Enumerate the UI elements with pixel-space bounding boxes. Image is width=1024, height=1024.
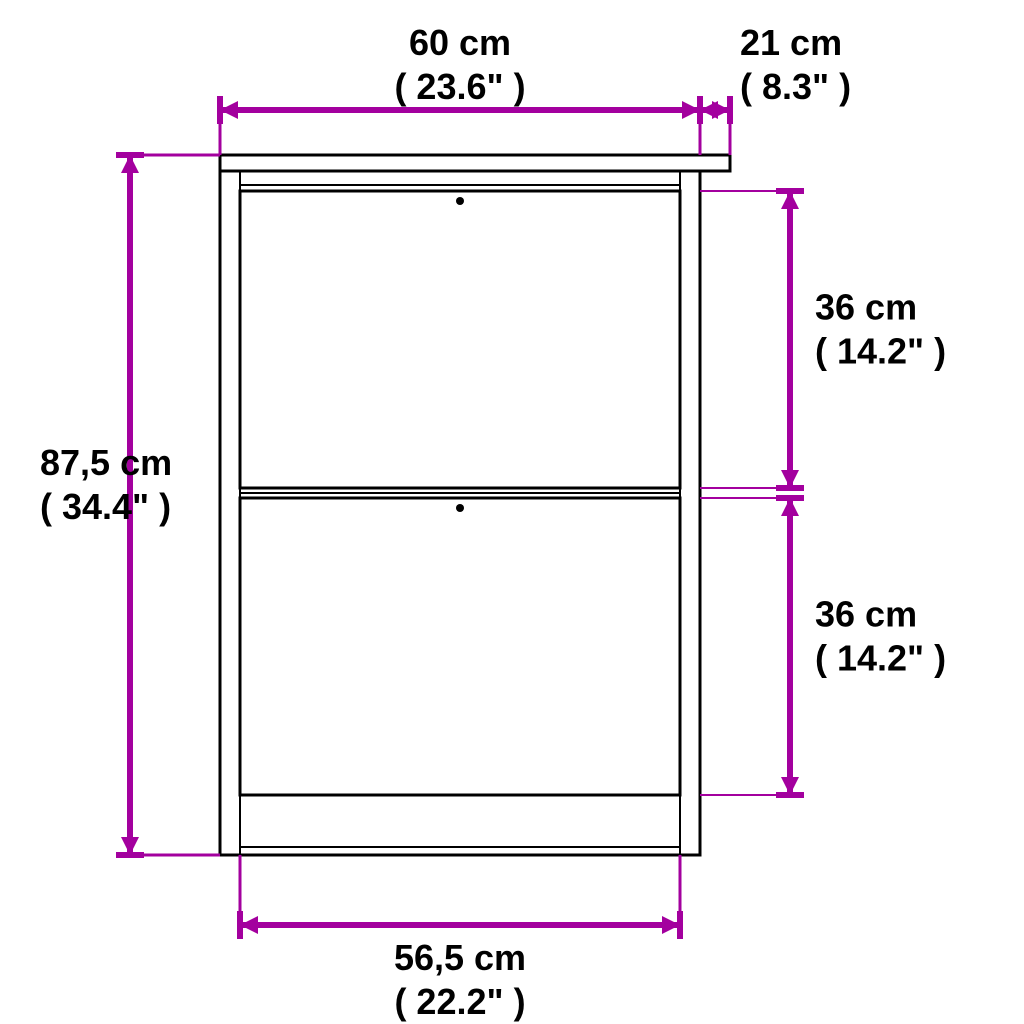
- dimension-lines: [116, 90, 892, 939]
- dim-drawer1-label: 36 cm( 14.2" ): [815, 287, 946, 372]
- dim-innerwidth-label: 56,5 cm( 22.2" ): [394, 937, 526, 1022]
- dimension-diagram: 60 cm( 23.6" ) 21 cm( 8.3" ) 87,5 cm( 34.4…: [0, 0, 1024, 1024]
- dim-height-label: 87,5 cm( 34.4" ): [40, 442, 172, 527]
- dim-drawer2-label: 36 cm( 14.2" ): [815, 594, 946, 679]
- dim-depth-label: 21 cm( 8.3" ): [740, 22, 851, 107]
- cabinet-outline: [220, 155, 730, 855]
- dim-width-label: 60 cm( 23.6" ): [394, 22, 525, 107]
